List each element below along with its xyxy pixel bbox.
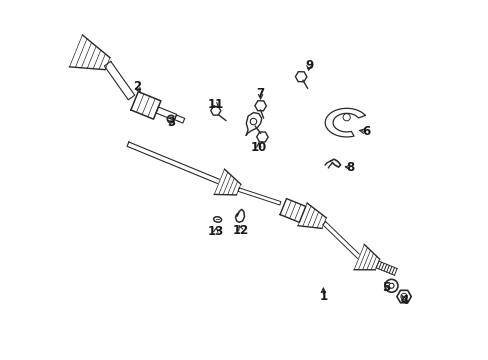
Text: 7: 7 (256, 87, 264, 100)
Text: 12: 12 (232, 224, 248, 237)
Polygon shape (156, 107, 176, 120)
Polygon shape (353, 244, 379, 270)
Text: 5: 5 (381, 281, 389, 294)
Polygon shape (280, 199, 305, 222)
Text: 8: 8 (346, 161, 354, 174)
Text: 6: 6 (362, 125, 370, 138)
Polygon shape (322, 221, 360, 258)
Polygon shape (127, 142, 220, 184)
Polygon shape (297, 203, 325, 229)
Text: 1: 1 (319, 290, 327, 303)
Text: 13: 13 (207, 225, 224, 238)
Text: 4: 4 (399, 294, 407, 307)
Text: 10: 10 (250, 141, 266, 154)
Text: 2: 2 (133, 80, 141, 93)
Polygon shape (131, 92, 161, 119)
Polygon shape (214, 169, 240, 195)
Polygon shape (238, 188, 280, 205)
Polygon shape (235, 210, 244, 222)
Polygon shape (174, 115, 184, 123)
Polygon shape (104, 62, 135, 100)
Text: 3: 3 (166, 116, 175, 129)
Polygon shape (246, 113, 261, 135)
Polygon shape (69, 35, 110, 69)
Text: 9: 9 (305, 59, 312, 72)
Polygon shape (325, 108, 365, 137)
Text: 11: 11 (207, 98, 224, 111)
